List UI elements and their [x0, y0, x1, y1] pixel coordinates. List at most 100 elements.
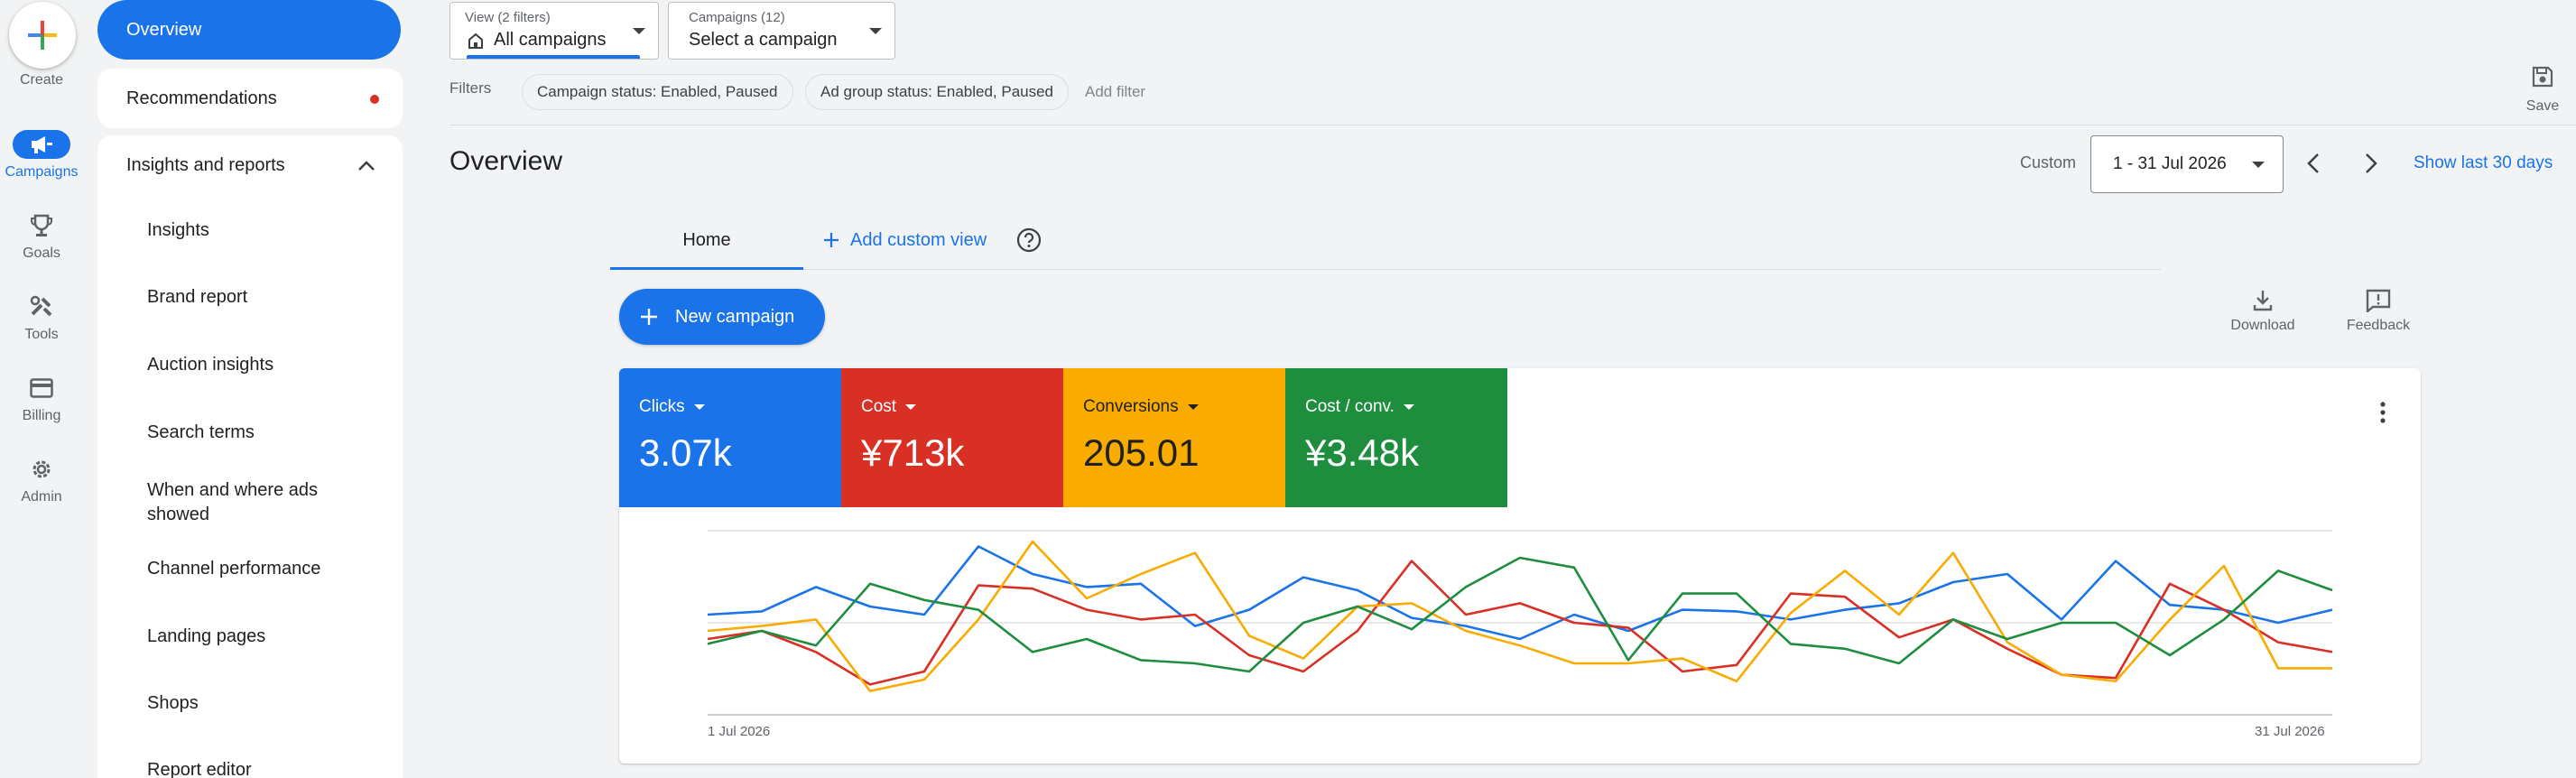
- metric-value: ¥3.48k: [1305, 431, 1420, 474]
- trophy-icon: [13, 211, 70, 240]
- rail-item-tools[interactable]: Tools: [0, 292, 83, 356]
- selector-underline: [467, 55, 640, 59]
- download-button[interactable]: Download: [2213, 289, 2312, 334]
- rail-label: Campaigns: [5, 164, 79, 180]
- date-range-value: 1 - 31 Jul 2026: [2113, 154, 2227, 173]
- caret-down-icon: [633, 28, 645, 34]
- line-chart: [707, 530, 2333, 716]
- feedback-icon: [2366, 289, 2391, 312]
- side-nav: Overview Recommendations Insights and re…: [97, 0, 403, 778]
- nav-sub-item[interactable]: Insights: [147, 220, 209, 240]
- new-campaign-label: New campaign: [675, 306, 795, 327]
- series-line-0[interactable]: [707, 545, 2333, 641]
- nav-sub-item[interactable]: Landing pages: [147, 626, 266, 646]
- campaign-selector-value: Select a campaign: [689, 30, 838, 50]
- view-selector-caption: View (2 filters): [465, 10, 551, 25]
- megaphone-icon: [13, 130, 70, 159]
- metric-tile-cost[interactable]: Cost ¥713k: [841, 368, 1063, 507]
- save-label: Save: [2525, 98, 2560, 114]
- chevron-right-icon[interactable]: [2363, 152, 2379, 175]
- nav-sub-item[interactable]: Auction insights: [147, 355, 274, 375]
- nav-sub-item[interactable]: Shops: [147, 693, 199, 713]
- caret-down-icon: [2252, 162, 2265, 168]
- left-rail: Create Campaigns Goals Tools Billing Adm…: [0, 0, 83, 778]
- metric-value: 3.07k: [639, 431, 732, 474]
- chevron-up-icon[interactable]: [357, 161, 375, 171]
- create-label: Create: [19, 72, 64, 88]
- performance-chart-card: Clicks 3.07k Cost ¥713k Conversions 205.…: [619, 368, 2421, 764]
- metric-tile-conversions[interactable]: Conversions 205.01: [1063, 368, 1285, 507]
- nav-sub-item[interactable]: Search terms: [147, 422, 255, 442]
- feedback-label: Feedback: [2346, 318, 2411, 333]
- date-range-selector[interactable]: 1 - 31 Jul 2026: [2090, 135, 2284, 193]
- nav-item-label: Recommendations: [126, 88, 277, 108]
- add-filter-link[interactable]: Add filter: [1085, 83, 1146, 100]
- filters-label: Filters: [449, 79, 492, 97]
- show-last-30-days-link[interactable]: Show last 30 days: [2414, 153, 2553, 172]
- home-icon: [468, 32, 483, 49]
- new-campaign-button[interactable]: New campaign: [619, 289, 825, 345]
- tools-icon: [13, 292, 70, 321]
- metric-label: Cost / conv.: [1305, 397, 1395, 416]
- x-axis-end-label: 31 Jul 2026: [2255, 724, 2325, 739]
- gear-icon: [13, 455, 70, 484]
- notification-dot: [370, 95, 379, 104]
- credit-card-icon: [13, 374, 70, 403]
- rail-item-campaigns[interactable]: Campaigns: [0, 130, 83, 193]
- caret-down-icon[interactable]: [905, 404, 917, 410]
- nav-sub-item[interactable]: Channel performance: [147, 559, 321, 579]
- rail-label: Tools: [24, 327, 59, 342]
- nav-sub-item[interactable]: When and where ads showed: [147, 480, 319, 524]
- campaign-selector-caption: Campaigns (12): [689, 10, 785, 25]
- metric-label: Cost: [861, 397, 897, 416]
- nav-group-title[interactable]: Insights and reports: [126, 155, 285, 175]
- nav-group-insights: Insights and reports Insights Brand repo…: [97, 135, 403, 778]
- metric-value: 205.01: [1083, 431, 1200, 474]
- metric-label: Conversions: [1083, 397, 1179, 416]
- download-label: Download: [2230, 318, 2295, 333]
- rail-item-goals[interactable]: Goals: [0, 211, 83, 274]
- plus-icon: [28, 21, 57, 50]
- date-range-type-label: Custom: [2020, 153, 2077, 171]
- add-custom-view-label: Add custom view: [850, 230, 987, 250]
- feedback-button[interactable]: Feedback: [2329, 289, 2428, 334]
- view-selector[interactable]: View (2 filters) All campaigns: [449, 2, 659, 60]
- plus-icon: [641, 309, 657, 325]
- rail-label: Goals: [23, 245, 60, 261]
- rail-item-admin[interactable]: Admin: [0, 455, 83, 518]
- metric-label: Clicks: [639, 397, 685, 416]
- chevron-left-icon[interactable]: [2305, 152, 2321, 175]
- metric-value: ¥713k: [861, 431, 965, 474]
- caret-down-icon: [869, 28, 882, 34]
- caret-down-icon[interactable]: [1403, 404, 1414, 410]
- nav-item-overview[interactable]: Overview: [97, 0, 401, 60]
- metric-tile-clicks[interactable]: Clicks 3.07k: [619, 368, 841, 507]
- metric-tile-cost-per-conv[interactable]: Cost / conv. ¥3.48k: [1285, 368, 1507, 507]
- help-icon[interactable]: [1016, 227, 1042, 253]
- nav-sub-item[interactable]: Brand report: [147, 287, 248, 307]
- series-line-2[interactable]: [707, 540, 2332, 692]
- nav-sub-item[interactable]: Report editor: [147, 760, 252, 778]
- filter-chip-campaign-status[interactable]: Campaign status: Enabled, Paused: [522, 74, 793, 110]
- tab-home[interactable]: Home: [682, 230, 731, 250]
- save-button[interactable]: Save: [2518, 65, 2567, 115]
- caret-down-icon[interactable]: [693, 404, 705, 410]
- create-button[interactable]: [9, 2, 76, 69]
- nav-item-recommendations[interactable]: Recommendations: [97, 69, 403, 128]
- tabs-divider: [610, 269, 2161, 270]
- add-custom-view-button[interactable]: Add custom view: [823, 227, 987, 253]
- save-icon: [2532, 66, 2553, 88]
- more-options-icon[interactable]: [2379, 401, 2386, 424]
- download-icon: [2253, 291, 2273, 311]
- filter-chip-adgroup-status[interactable]: Ad group status: Enabled, Paused: [805, 74, 1070, 110]
- page-title: Overview: [449, 146, 563, 176]
- series-line-3[interactable]: [707, 556, 2333, 673]
- plus-icon: [824, 233, 839, 247]
- campaign-selector[interactable]: Campaigns (12) Select a campaign: [668, 2, 895, 60]
- caret-down-icon[interactable]: [1187, 404, 1199, 410]
- tab-active-indicator: [610, 267, 803, 270]
- view-selector-value: All campaigns: [494, 30, 607, 50]
- x-axis-start-label: 1 Jul 2026: [708, 724, 771, 739]
- rail-label: Billing: [22, 408, 61, 423]
- rail-item-billing[interactable]: Billing: [0, 374, 83, 437]
